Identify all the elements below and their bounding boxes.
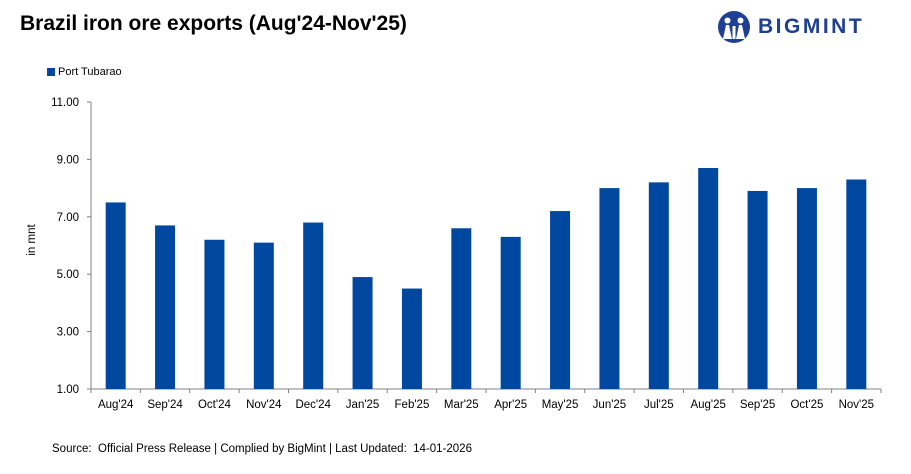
x-tick-label: Oct'24 (198, 399, 231, 411)
x-tick-label: Nov'25 (839, 399, 874, 411)
bar (500, 236, 521, 389)
bar-series (105, 168, 867, 389)
bar (648, 182, 669, 389)
chart-legend: Port Tubarao (47, 66, 122, 78)
x-tick-label: Mar'25 (444, 399, 479, 411)
chart-title: Brazil iron ore exports (Aug'24-Nov'25) (20, 12, 407, 35)
bar (747, 190, 768, 389)
y-tick-label: 3.00 (57, 327, 79, 339)
x-tick-label: Dec'24 (295, 399, 331, 411)
y-tick-label: 9.00 (57, 154, 79, 166)
x-axis: Aug'24 Sep'24 Oct'24 Nov'24 Dec'24 Jan'25 Feb'… (90, 388, 882, 411)
x-tick-label: Jan'25 (346, 399, 380, 411)
x-tick-label: Aug'25 (690, 399, 725, 411)
people-logo-icon (718, 11, 750, 43)
bar (599, 188, 620, 389)
y-axis-label: in mnt (26, 224, 38, 256)
x-tick-label: Oct'25 (790, 399, 823, 411)
bar (698, 168, 719, 389)
bar (451, 228, 472, 389)
legend-label: Port Tubarao (58, 66, 122, 78)
source-note: Source: Official Press Release | Complie… (52, 443, 472, 455)
x-tick-label: Nov'24 (246, 399, 282, 411)
y-tick-label: 11.00 (51, 97, 79, 109)
x-tick-label: May'25 (542, 399, 579, 411)
x-tick-label: Jun'25 (593, 399, 627, 411)
bigmint-logo: BIGMINT (717, 10, 864, 44)
bar (550, 211, 571, 389)
bar (155, 225, 176, 389)
logo-text: BIGMINT (758, 15, 865, 38)
x-tick-label: Jul'25 (644, 399, 674, 411)
bar (796, 188, 817, 389)
x-tick-label: Aug'24 (98, 399, 134, 411)
legend-swatch (47, 68, 55, 76)
bar (401, 288, 422, 389)
bar (303, 222, 324, 389)
bar (253, 242, 274, 389)
x-tick-label: Apr'25 (494, 399, 527, 411)
y-tick-label: 5.00 (57, 269, 79, 281)
x-tick-label: Sep'24 (147, 399, 183, 411)
x-tick-label: Sep'25 (740, 399, 775, 411)
bar (204, 239, 225, 389)
x-tick-label: Feb'25 (395, 399, 430, 411)
y-tick-label: 7.00 (57, 212, 79, 224)
bar (846, 179, 867, 389)
bar (105, 202, 126, 389)
y-axis: 1.00 3.00 5.00 7.00 9.00 11.00 (51, 97, 92, 396)
bar (352, 277, 373, 389)
y-tick-label: 1.00 (57, 384, 79, 396)
